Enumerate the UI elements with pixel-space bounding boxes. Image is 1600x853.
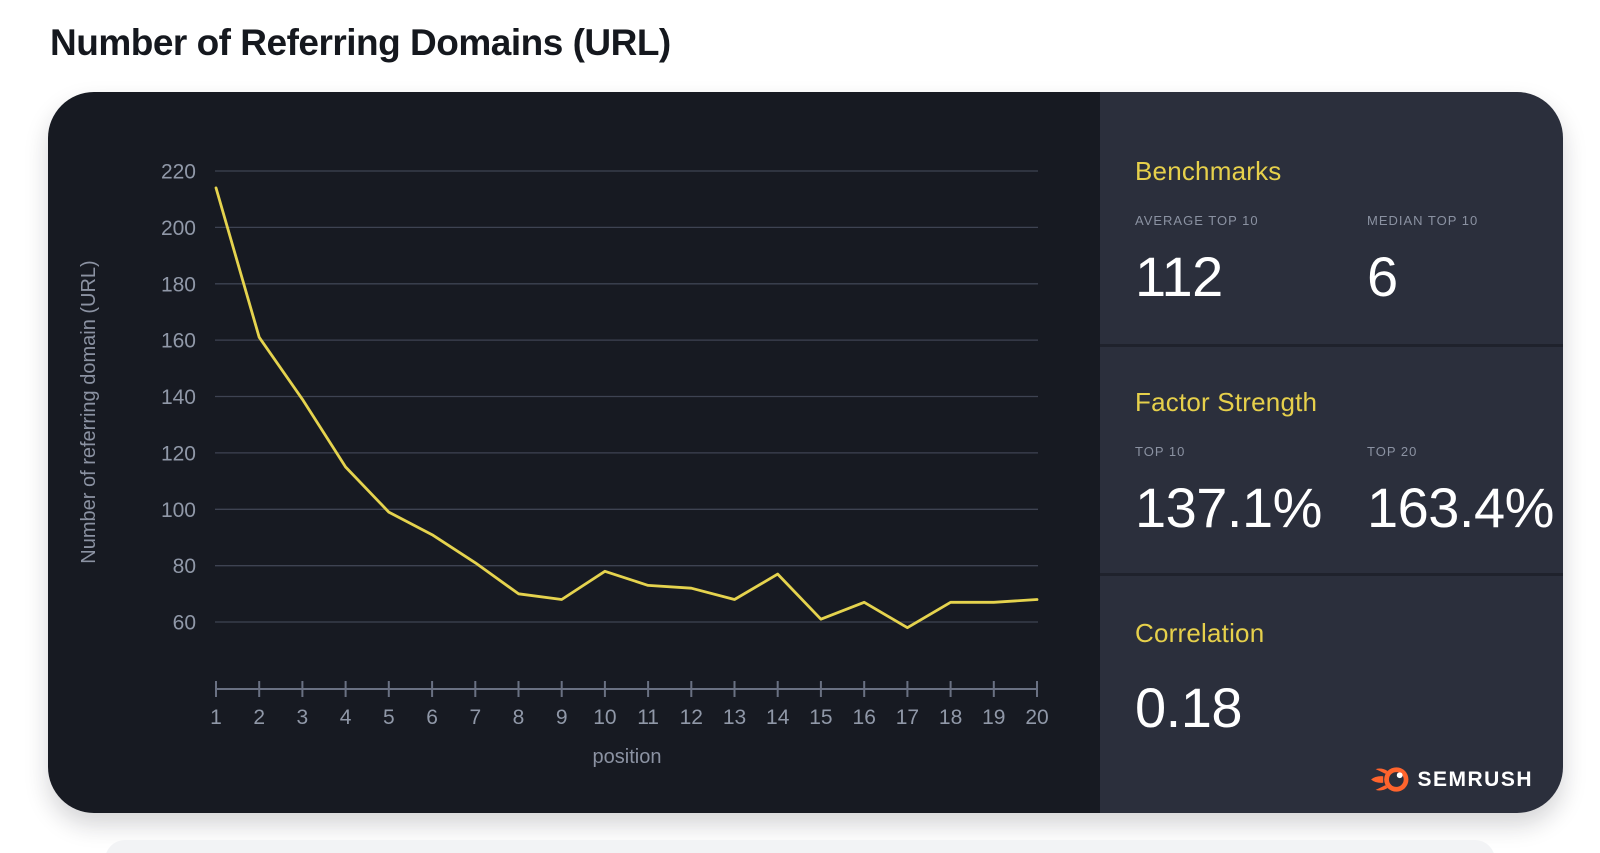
stat-value: 112 <box>1135 245 1223 308</box>
stat-label: TOP 20 <box>1367 444 1418 459</box>
semrush-wordmark: SEMRUSH <box>1417 767 1533 791</box>
x-tick-label: 15 <box>809 706 832 729</box>
stat-top10-strength: TOP 10 137.1% <box>1135 444 1367 540</box>
y-tick-label: 100 <box>161 499 196 522</box>
next-card-preview <box>105 840 1495 853</box>
x-tick-label: 1 <box>210 706 222 729</box>
semrush-flame-icon <box>1371 767 1409 792</box>
stat-value: 137.1% <box>1135 476 1322 539</box>
correlation-section: Correlation 0.18 SEMRUSH <box>1100 573 1563 813</box>
stat-top20-strength: TOP 20 163.4% <box>1367 444 1554 540</box>
benchmarks-title: Benchmarks <box>1135 156 1282 186</box>
stat-average-top10: AVERAGE TOP 10 112 <box>1135 213 1367 309</box>
x-tick-label: 7 <box>469 706 481 729</box>
x-axis-title: position <box>593 746 662 768</box>
stat-label: AVERAGE TOP 10 <box>1135 213 1259 228</box>
y-tick-label: 60 <box>173 612 196 635</box>
x-tick-label: 16 <box>853 706 876 729</box>
y-tick-label: 160 <box>161 330 196 353</box>
x-tick-label: 13 <box>723 706 746 729</box>
semrush-logo: SEMRUSH <box>1370 763 1533 796</box>
ranking-factor-card: 220 200 180 160 140 120 100 80 60 1 2 3 4 5 6 7 8 9 10 11 12… <box>48 92 1563 813</box>
data-line <box>214 186 1039 630</box>
stat-value: 163.4% <box>1367 476 1554 539</box>
factor-strength-section: Factor Strength TOP 10 137.1% TOP 20 163… <box>1100 344 1563 573</box>
x-tick-label: 20 <box>1025 706 1048 729</box>
benchmarks-section: Benchmarks AVERAGE TOP 10 112 MEDIAN TOP… <box>1100 92 1563 344</box>
y-tick-label: 220 <box>161 161 196 184</box>
x-tick-label: 4 <box>340 706 352 729</box>
y-tick-label: 80 <box>173 555 196 578</box>
page-title: Number of Referring Domains (URL) <box>50 22 671 63</box>
y-axis-title: Number of referring domain (URL) <box>78 260 100 563</box>
x-tick-label: 18 <box>939 706 962 729</box>
chart-area: 220 200 180 160 140 120 100 80 60 1 2 3 4 5 6 7 8 9 10 11 12… <box>48 92 1100 813</box>
y-tick-label: 140 <box>161 386 196 409</box>
y-tick-label: 200 <box>161 217 196 240</box>
x-tick-label: 6 <box>426 706 438 729</box>
x-tick-label: 19 <box>982 706 1005 729</box>
x-tick-label: 9 <box>556 706 568 729</box>
y-tick-label: 120 <box>161 442 196 465</box>
x-tick-label: 14 <box>766 706 790 729</box>
stat-label: MEDIAN TOP 10 <box>1367 213 1479 228</box>
correlation-title: Correlation <box>1135 618 1265 648</box>
stat-value: 6 <box>1367 245 1398 308</box>
x-tick-label: 11 <box>637 706 659 729</box>
x-tick-label: 12 <box>680 706 703 729</box>
x-tick-label: 5 <box>383 706 395 729</box>
correlation-value: 0.18 <box>1135 676 1243 739</box>
x-tick-label: 2 <box>253 706 265 729</box>
stats-sidebar: Benchmarks AVERAGE TOP 10 112 MEDIAN TOP… <box>1100 92 1563 813</box>
x-tick-label: 17 <box>896 706 919 729</box>
x-tick-label: 10 <box>593 706 616 729</box>
factor-strength-title: Factor Strength <box>1135 387 1318 417</box>
y-tick-label: 180 <box>161 273 196 296</box>
x-tick-label: 8 <box>513 706 525 729</box>
stat-label: TOP 10 <box>1135 444 1186 459</box>
stat-median-top10: MEDIAN TOP 10 6 <box>1367 213 1533 309</box>
x-tick-label: 3 <box>297 706 309 729</box>
